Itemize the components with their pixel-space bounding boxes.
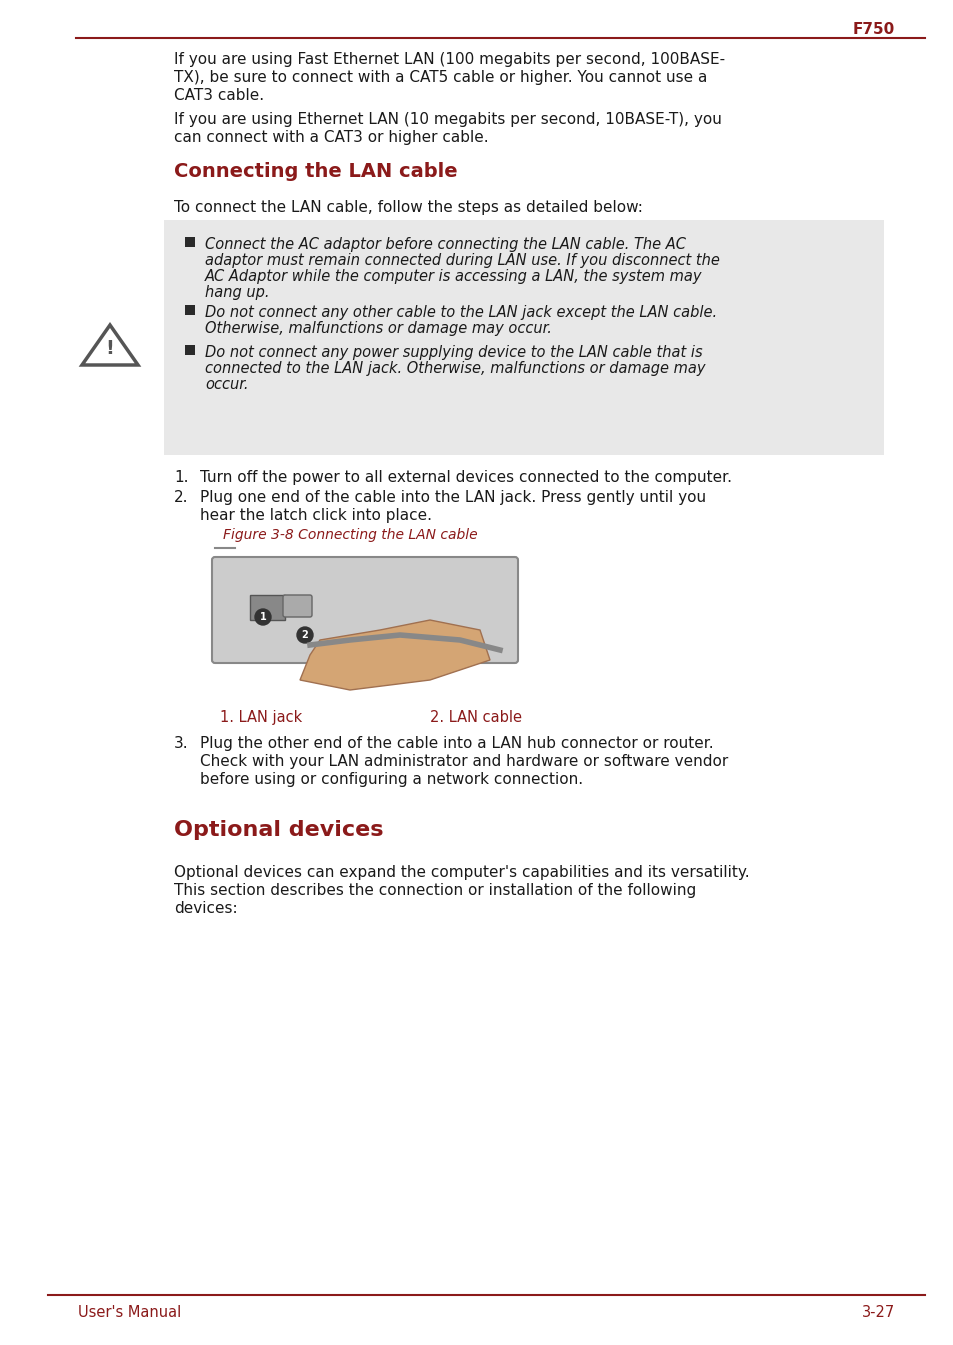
Text: F750: F750 — [852, 22, 894, 38]
Text: User's Manual: User's Manual — [78, 1305, 181, 1319]
Text: 2.: 2. — [173, 490, 189, 504]
Text: 2. LAN cable: 2. LAN cable — [430, 710, 521, 725]
Text: Connecting the LAN cable: Connecting the LAN cable — [173, 161, 457, 182]
FancyBboxPatch shape — [185, 346, 194, 355]
Text: Otherwise, malfunctions or damage may occur.: Otherwise, malfunctions or damage may oc… — [205, 321, 551, 336]
Text: If you are using Ethernet LAN (10 megabits per second, 10BASE-T), you: If you are using Ethernet LAN (10 megabi… — [173, 112, 721, 126]
FancyBboxPatch shape — [185, 237, 194, 247]
FancyBboxPatch shape — [212, 557, 517, 663]
Text: !: ! — [106, 339, 114, 358]
Text: Turn off the power to all external devices connected to the computer.: Turn off the power to all external devic… — [200, 469, 731, 486]
Text: Plug the other end of the cable into a LAN hub connector or router.: Plug the other end of the cable into a L… — [200, 736, 713, 751]
Text: 1: 1 — [259, 612, 266, 621]
Text: connected to the LAN jack. Otherwise, malfunctions or damage may: connected to the LAN jack. Otherwise, ma… — [205, 360, 705, 377]
Text: TX), be sure to connect with a CAT5 cable or higher. You cannot use a: TX), be sure to connect with a CAT5 cabl… — [173, 70, 706, 85]
Text: 3.: 3. — [173, 736, 189, 751]
Circle shape — [254, 609, 271, 625]
Text: 1. LAN jack: 1. LAN jack — [220, 710, 302, 725]
Text: occur.: occur. — [205, 377, 248, 391]
FancyBboxPatch shape — [185, 305, 194, 315]
Text: hang up.: hang up. — [205, 285, 269, 300]
Text: AC Adaptor while the computer is accessing a LAN, the system may: AC Adaptor while the computer is accessi… — [205, 269, 701, 284]
Text: Plug one end of the cable into the LAN jack. Press gently until you: Plug one end of the cable into the LAN j… — [200, 490, 705, 504]
Text: before using or configuring a network connection.: before using or configuring a network co… — [200, 772, 582, 787]
Text: hear the latch click into place.: hear the latch click into place. — [200, 508, 432, 523]
Text: This section describes the connection or installation of the following: This section describes the connection or… — [173, 884, 696, 898]
Polygon shape — [299, 620, 490, 690]
Text: 3-27: 3-27 — [861, 1305, 894, 1319]
Text: 1.: 1. — [173, 469, 189, 486]
Text: adaptor must remain connected during LAN use. If you disconnect the: adaptor must remain connected during LAN… — [205, 253, 720, 268]
Text: Do not connect any power supplying device to the LAN cable that is: Do not connect any power supplying devic… — [205, 346, 702, 360]
Text: Figure 3-8 Connecting the LAN cable: Figure 3-8 Connecting the LAN cable — [222, 529, 476, 542]
FancyBboxPatch shape — [164, 221, 883, 455]
Circle shape — [296, 627, 313, 643]
FancyBboxPatch shape — [250, 594, 285, 620]
Text: Optional devices can expand the computer's capabilities and its versatility.: Optional devices can expand the computer… — [173, 865, 749, 880]
Text: Check with your LAN administrator and hardware or software vendor: Check with your LAN administrator and ha… — [200, 755, 727, 769]
Text: 2: 2 — [301, 629, 308, 640]
Text: Optional devices: Optional devices — [173, 820, 383, 841]
Text: devices:: devices: — [173, 901, 237, 916]
Text: Do not connect any other cable to the LAN jack except the LAN cable.: Do not connect any other cable to the LA… — [205, 305, 717, 320]
Text: To connect the LAN cable, follow the steps as detailed below:: To connect the LAN cable, follow the ste… — [173, 200, 642, 215]
FancyBboxPatch shape — [283, 594, 312, 617]
Text: If you are using Fast Ethernet LAN (100 megabits per second, 100BASE-: If you are using Fast Ethernet LAN (100 … — [173, 52, 724, 67]
Text: Connect the AC adaptor before connecting the LAN cable. The AC: Connect the AC adaptor before connecting… — [205, 237, 685, 252]
Text: can connect with a CAT3 or higher cable.: can connect with a CAT3 or higher cable. — [173, 130, 488, 145]
Text: CAT3 cable.: CAT3 cable. — [173, 87, 264, 104]
